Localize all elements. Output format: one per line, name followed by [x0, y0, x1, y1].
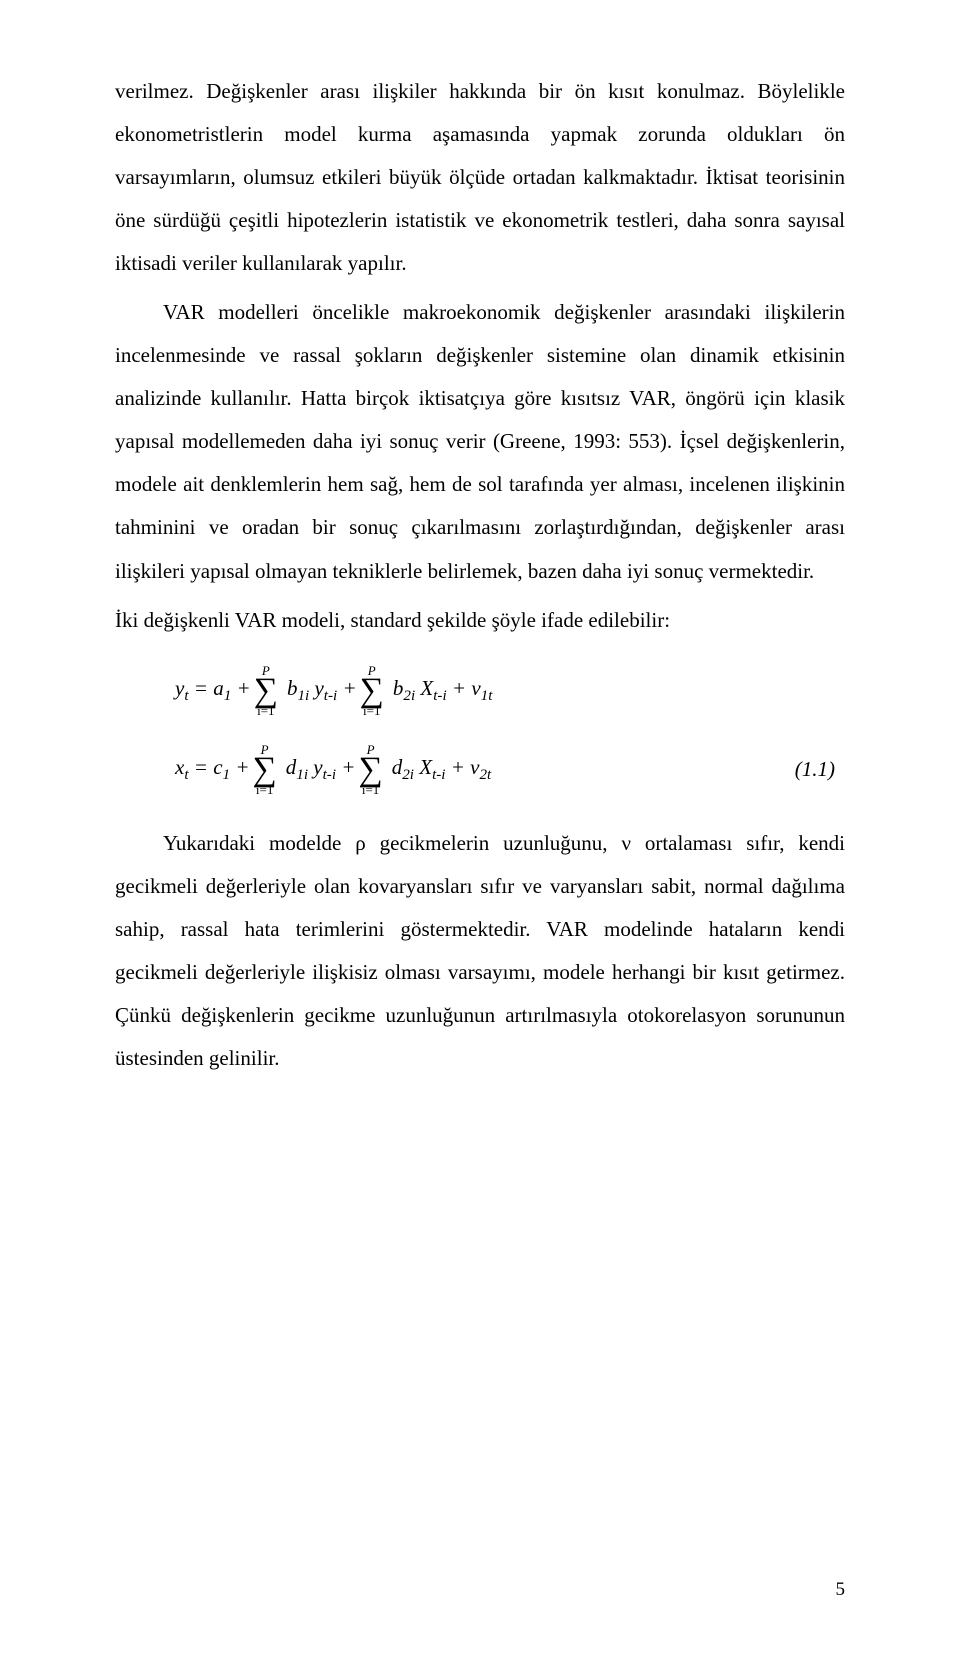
eq2-d1-sub: 1i: [296, 767, 308, 783]
eq2-c-sub: 1: [223, 767, 231, 783]
eq2-nu-sub: 2t: [480, 767, 492, 783]
eq1-lhs-sub: t: [184, 688, 188, 704]
eq1-nu: ν: [471, 676, 480, 700]
equation-number: (1.1): [795, 757, 845, 782]
sigma-icon: P ∑ i=1: [360, 664, 384, 717]
eq2-d2-sub: 2i: [402, 767, 414, 783]
eq2-y1: y: [313, 755, 322, 779]
eq2-plus3: +: [451, 755, 470, 779]
eq1-b2-sub: 2i: [403, 688, 415, 704]
paragraph-3: İki değişkenli VAR modeli, standard şeki…: [115, 599, 845, 642]
eq2-nu: ν: [470, 755, 479, 779]
equation-block: yt = a1 + P ∑ i=1 b1i yt-i + P ∑ i=1: [115, 664, 845, 796]
eq2-lhs: x: [175, 755, 184, 779]
eq1-a: a: [213, 676, 224, 700]
sigma-icon: P ∑ i=1: [253, 743, 277, 796]
eq1-eq: =: [194, 676, 213, 700]
eq2-plus2: +: [341, 755, 355, 779]
eq2-sum1-lower: i=1: [256, 783, 273, 796]
eq2-y1-sub: t-i: [323, 767, 336, 783]
paragraph-1: verilmez. Değişkenler arası ilişkiler ha…: [115, 70, 845, 285]
eq1-lhs: y: [175, 676, 184, 700]
sigma-icon: P ∑ i=1: [358, 743, 382, 796]
eq1-plus3: +: [452, 676, 471, 700]
eq1-sum2-lower: i=1: [363, 704, 380, 717]
eq1-x1-sub: t-i: [433, 688, 446, 704]
eq1-a-sub: 1: [224, 688, 232, 704]
eq2-lhs-sub: t: [184, 767, 188, 783]
eq1-b1: b: [287, 676, 298, 700]
eq2-d1: d: [286, 755, 297, 779]
eq1-plus2: +: [342, 676, 356, 700]
eq2-c: c: [213, 755, 222, 779]
paragraph-2: VAR modelleri öncelikle makroekonomik de…: [115, 291, 845, 592]
eq1-y1-sub: t-i: [324, 688, 337, 704]
eq2-d2: d: [392, 755, 403, 779]
eq1-b1-sub: 1i: [297, 688, 309, 704]
eq1-nu-sub: 1t: [481, 688, 493, 704]
eq2-x2: X: [419, 755, 432, 779]
paragraph-4: Yukarıdaki modelde ρ gecikmelerin uzunlu…: [115, 822, 845, 1080]
eq2-sum2-lower: i=1: [362, 783, 379, 796]
eq1-x1: X: [420, 676, 433, 700]
eq1-y1: y: [314, 676, 323, 700]
eq1-b2: b: [393, 676, 404, 700]
page: verilmez. Değişkenler arası ilişkiler ha…: [0, 0, 960, 1657]
eq2-eq: =: [194, 755, 213, 779]
sigma-icon: P ∑ i=1: [254, 664, 278, 717]
eq1-sum1-lower: i=1: [257, 704, 274, 717]
eq2-plus1: +: [235, 755, 249, 779]
eq2-x2-sub: t-i: [432, 767, 445, 783]
equation-1: yt = a1 + P ∑ i=1 b1i yt-i + P ∑ i=1: [115, 664, 845, 717]
equation-2: xt = c1 + P ∑ i=1 d1i yt-i + P ∑ i=1: [115, 743, 845, 796]
page-number: 5: [836, 1579, 846, 1601]
eq1-plus1: +: [237, 676, 251, 700]
